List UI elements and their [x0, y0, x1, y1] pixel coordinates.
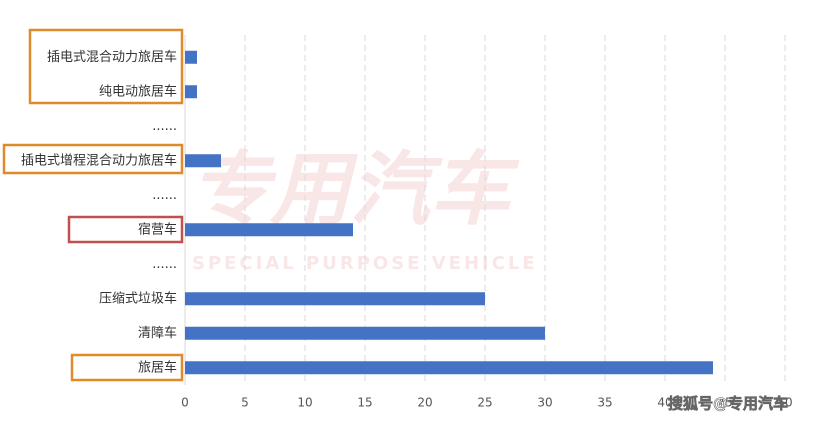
y-tick-label: 插电式增程混合动力旅居车 [21, 152, 177, 168]
y-tick-label: 压缩式垃圾车 [99, 290, 177, 306]
y-tick-label: 清障车 [138, 325, 177, 341]
bar [185, 292, 485, 306]
y-tick-label: 插电式混合动力旅居车 [47, 49, 177, 65]
highlight-box [70, 353, 184, 382]
watermark: SPECIAL PURPOSE VEHICLE [192, 253, 538, 274]
bar [185, 223, 353, 237]
x-tick-label: 35 [597, 396, 612, 410]
highlight-box [67, 215, 184, 244]
x-tick-label: 50 [777, 396, 792, 410]
x-tick-label: 0 [181, 396, 189, 410]
watermark: 专用汽车 [190, 143, 520, 236]
y-tick-label: 宿营车 [138, 221, 177, 237]
x-tick-label: 10 [297, 396, 312, 410]
x-tick-label: 25 [477, 396, 492, 410]
x-tick-label: 5 [241, 396, 249, 410]
y-tick-label: ...... [152, 257, 177, 272]
plot: 0 5 10 15 20 25 30 35 40 45 50 插电式混合动力旅居车纯电动旅居车....… [21, 35, 793, 410]
y-tick-label: ...... [152, 188, 177, 203]
y-tick-label: 纯电动旅居车 [99, 83, 177, 99]
x-tick-label: 30 [537, 396, 552, 410]
bar [185, 326, 545, 340]
y-tick-label: 旅居车 [138, 359, 177, 375]
bar [185, 361, 713, 375]
bar [185, 85, 197, 99]
x-tick-label: 15 [357, 396, 372, 410]
x-tick-label: 20 [417, 396, 432, 410]
x-tick-label: 40 [657, 396, 672, 410]
y-tick-label: ...... [152, 119, 177, 134]
bar [185, 50, 197, 64]
highlight-box [2, 143, 184, 175]
watermark: 搜狐号@专用汽车 [668, 395, 788, 413]
x-tick-label: 45 [717, 396, 732, 410]
bar [185, 154, 221, 168]
highlight-box [28, 28, 184, 105]
